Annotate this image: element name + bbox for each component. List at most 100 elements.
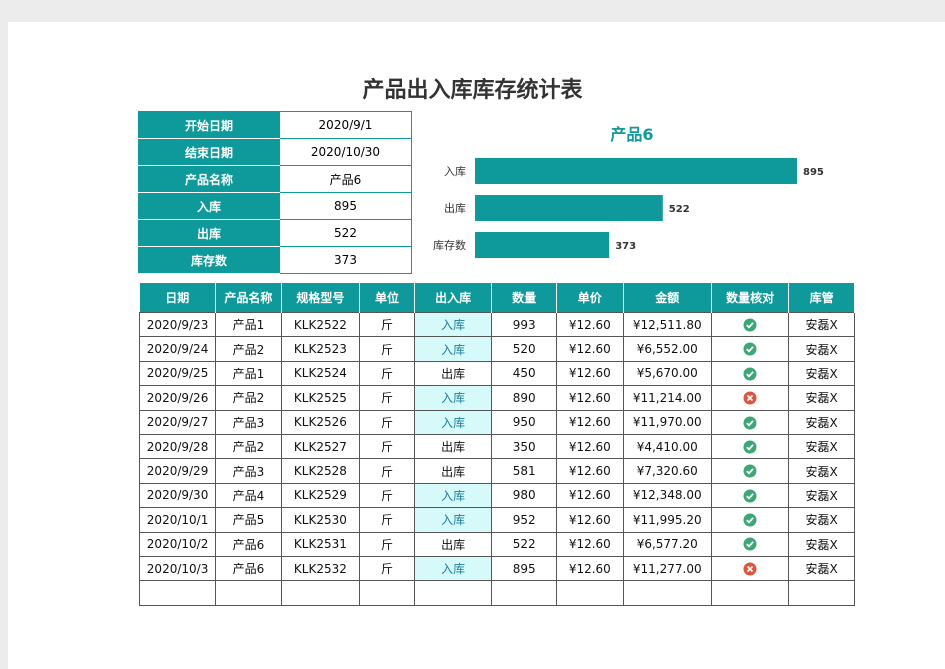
cross-icon <box>743 391 757 405</box>
cell: 产品2 <box>215 336 282 362</box>
info-row: 入库 895 <box>138 192 412 220</box>
check-icon <box>743 464 757 478</box>
info-label: 出库 <box>138 219 280 247</box>
data-row: 2020/9/24 产品2 KLK2523 斤入库 520 ¥12.60 ¥6,552.00… <box>138 336 855 362</box>
cell: ¥11,214.00 <box>622 385 712 411</box>
empty-cell <box>138 580 217 606</box>
empty-cell <box>622 580 712 606</box>
cell: ¥12.60 <box>556 360 624 387</box>
cell: KLK2531 <box>280 531 361 557</box>
cell: 斤 <box>359 531 415 557</box>
header-cell: 数量核对 <box>711 283 790 313</box>
chart-title: 产品6 <box>610 125 653 144</box>
cell: 产品3 <box>215 409 282 435</box>
header-cell: 金额 <box>623 283 712 313</box>
cell: 安磊X <box>788 311 855 338</box>
empty-cell <box>556 580 624 606</box>
data-row: 2020/9/23 产品1 KLK2522 斤入库 993 ¥12.60 ¥12,511.8… <box>138 311 855 338</box>
data-row: 2020/10/3 产品6 KLK2532 斤入库 895 ¥12.60 ¥11,277.0… <box>138 555 855 582</box>
check-icon <box>743 367 757 381</box>
header-cell: 日期 <box>139 283 217 313</box>
cell: 890 <box>491 385 558 411</box>
cell: 520 <box>491 336 558 362</box>
cell: 安磊X <box>788 433 855 460</box>
data-row: 2020/10/1 产品5 KLK2530 斤入库 952 ¥12.60 ¥11,995.2… <box>138 507 855 533</box>
check-icon <box>743 513 757 527</box>
info-table: 开始日期 2020/9/1 结束日期 2020/10/30 产品名称 产品6 入库 895 出库… <box>138 111 412 274</box>
cell: 入库 <box>413 336 493 362</box>
cell: 斤 <box>359 336 415 362</box>
cell: 出库 <box>413 433 493 460</box>
empty-cell <box>359 580 415 606</box>
value-label: 373 <box>615 241 636 252</box>
check-cell <box>710 555 790 582</box>
data-row: 2020/9/25 产品1 KLK2524 斤出库 450 ¥12.60 ¥5,670.00… <box>138 360 855 387</box>
bar <box>475 158 797 184</box>
cell: 2020/9/27 <box>138 409 217 435</box>
cell: 980 <box>491 482 558 509</box>
value-label: 522 <box>669 204 690 215</box>
cell: KLK2532 <box>280 555 361 582</box>
header-cell: 单位 <box>359 283 415 313</box>
cell: 350 <box>491 433 558 460</box>
title: 产品出入库库存统计表 <box>362 78 583 103</box>
cell: ¥12.60 <box>556 336 624 362</box>
cell: KLK2524 <box>280 360 361 387</box>
cell: KLK2523 <box>280 336 361 362</box>
cell: 安磊X <box>788 531 855 557</box>
cell: 2020/10/1 <box>138 507 217 533</box>
header-row: 日期 产品名称 规格型号 单位 出入库 数量 单价 金额 数量核对 库管 <box>139 283 855 313</box>
info-value: 2020/10/30 <box>279 138 412 166</box>
cell: 2020/9/23 <box>138 311 217 338</box>
info-value: 522 <box>279 219 412 247</box>
cell: 产品3 <box>215 458 282 484</box>
check-icon <box>743 416 757 429</box>
info-value: 373 <box>279 246 412 274</box>
info-value: 895 <box>279 192 412 220</box>
cell: ¥5,670.00 <box>622 360 712 387</box>
info-label: 入库 <box>138 192 280 220</box>
check-cell <box>710 336 790 362</box>
cell: ¥12.60 <box>556 507 624 533</box>
info-row: 产品名称 产品6 <box>138 165 412 193</box>
header-cell: 规格型号 <box>281 283 361 313</box>
cell: ¥12,511.80 <box>622 311 712 338</box>
cell: ¥12.60 <box>556 311 624 338</box>
info-row: 出库 522 <box>138 219 412 247</box>
cell: ¥7,320.60 <box>622 458 712 484</box>
cell: ¥11,995.20 <box>622 507 712 533</box>
cell: 安磊X <box>788 409 855 435</box>
cell: ¥12.60 <box>556 531 624 557</box>
cell: 安磊X <box>788 360 855 387</box>
info-label: 产品名称 <box>138 165 280 193</box>
cell: 安磊X <box>788 458 855 484</box>
check-cell <box>710 531 790 557</box>
cell: 出库 <box>413 458 493 484</box>
category-label: 库存数 <box>433 238 466 252</box>
check-icon <box>743 537 757 551</box>
cell: 入库 <box>413 409 493 435</box>
empty-cell <box>788 580 855 606</box>
cell: 入库 <box>413 507 493 533</box>
info-row: 结束日期 2020/10/30 <box>138 138 412 166</box>
cell: 产品1 <box>215 311 282 338</box>
header-cell: 库管 <box>788 283 855 313</box>
cell: 2020/9/29 <box>138 458 217 484</box>
cell: ¥12.60 <box>556 385 624 411</box>
check-cell <box>710 311 790 338</box>
cell: 产品6 <box>215 531 282 557</box>
data-row: 2020/9/27 产品3 KLK2526 斤入库 950 ¥12.60 ¥11,970.0… <box>138 409 855 435</box>
cell: 安磊X <box>788 385 855 411</box>
cell: 952 <box>491 507 558 533</box>
check-cell <box>710 433 790 460</box>
value-label: 895 <box>803 167 824 178</box>
cell: ¥12,348.00 <box>622 482 712 509</box>
cell: 2020/10/3 <box>138 555 217 582</box>
info-label: 开始日期 <box>138 111 280 139</box>
cell: ¥4,410.00 <box>622 433 712 460</box>
bar <box>475 195 663 221</box>
cell: KLK2525 <box>280 385 361 411</box>
cell: 入库 <box>413 385 493 411</box>
